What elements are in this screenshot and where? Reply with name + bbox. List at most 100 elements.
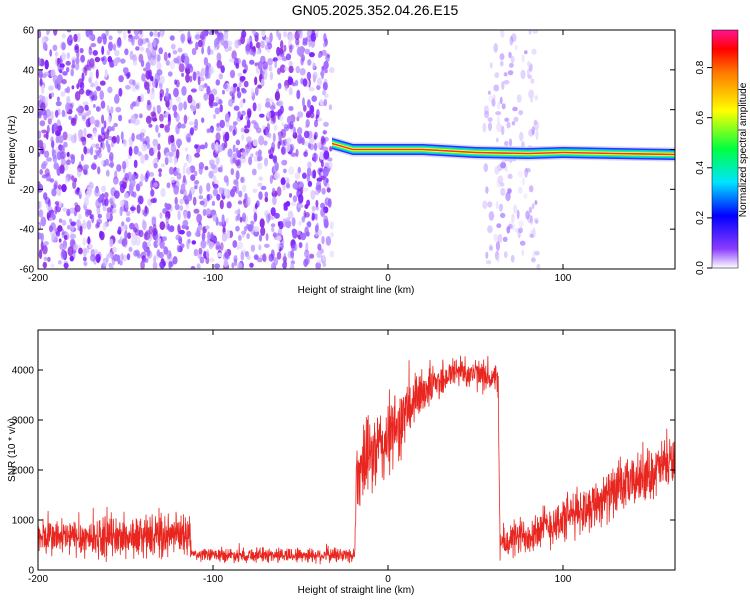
spectrogram-noise-speck <box>255 151 259 157</box>
spectrogram-noise-speck <box>296 116 300 122</box>
spectrogram-noise-speck <box>269 71 274 81</box>
colorbar-tick-label: 0.0 <box>695 261 706 275</box>
spectrogram-noise-speck <box>146 248 151 257</box>
spectrogram-noise-speck <box>506 121 511 129</box>
spectrogram-noise-speck <box>104 69 108 78</box>
spectrogram-noise-speck <box>533 119 538 126</box>
spectrogram-noise-speck <box>174 203 180 211</box>
spectrogram-noise-speck <box>106 49 111 56</box>
spectrogram-noise-speck <box>264 191 269 198</box>
spectrogram-noise-speck <box>290 201 297 207</box>
spectrogram-noise-speck <box>69 153 75 160</box>
spectrogram-noise-speck <box>211 164 217 170</box>
spectrogram-noise-speck <box>278 47 284 55</box>
spectrogram-noise-speck <box>119 199 125 207</box>
spectrogram-noise-speck <box>308 142 312 149</box>
spectrogram-noise-speck <box>175 96 181 103</box>
spectrogram-noise-speck <box>215 96 220 103</box>
spectrogram-noise-speck <box>324 68 328 74</box>
spectrogram-noise-speck <box>264 36 271 44</box>
spectrogram-noise-speck <box>267 58 273 66</box>
colorbar-tick-label: 0.8 <box>695 60 706 74</box>
spectrogram-noise-speck <box>316 177 323 183</box>
spectrogram-noise-speck <box>136 204 141 214</box>
spectrogram-noise-speck <box>100 57 105 62</box>
snr-series <box>38 355 675 565</box>
spectrogram-noise-speck <box>279 64 286 73</box>
spectrogram-noise-speck <box>316 251 323 259</box>
spectrogram-noise-speck <box>498 203 503 212</box>
spectrogram-noise-speck <box>176 244 181 253</box>
spectrogram-noise-speck <box>74 189 79 195</box>
spectrogram-noise-speck <box>156 62 162 71</box>
spectrogram-noise-speck <box>271 262 276 269</box>
spectrogram-noise-speck <box>169 134 175 144</box>
spectrogram-noise-speck <box>536 263 541 269</box>
spectrogram-noise-speck <box>204 142 208 149</box>
spectrogram-noise-speck <box>89 58 95 68</box>
spectrogram-noise-speck <box>139 46 145 52</box>
spectrogram-noise-speck <box>132 79 136 86</box>
spectrogram-noise-speck <box>240 176 244 183</box>
spectrogram-noise-speck <box>300 232 307 241</box>
spectrogram-noise-speck <box>487 225 493 234</box>
spectrogram-noise-speck <box>237 72 243 77</box>
spectrogram-noise-speck <box>283 44 287 52</box>
spectrogram-noise-speck <box>73 243 78 251</box>
spectrogram-noise-speck <box>207 231 211 241</box>
spectrogram-noise-speck <box>223 30 229 33</box>
spectrogram-noise-speck <box>48 217 53 222</box>
spectrogram-noise-speck <box>274 172 281 180</box>
spectrogram-noise-speck <box>298 242 303 249</box>
spectrogram-noise-speck <box>200 239 207 249</box>
spectrogram-noise-speck <box>113 58 119 67</box>
spectrogram-noise-speck <box>215 156 220 165</box>
spectrogram-noise-speck <box>153 39 157 48</box>
spectrogram-noise-speck <box>263 140 268 146</box>
spectrogram-noise-speck <box>269 105 276 110</box>
spectrogram-noise-speck <box>65 177 68 185</box>
spectrogram-noise-speck <box>531 203 535 210</box>
spectrogram-noise-speck <box>306 71 312 80</box>
spectrogram-noise-speck <box>217 34 221 42</box>
spectrogram-noise-speck <box>202 84 207 89</box>
spectrogram-noise-speck <box>244 128 250 134</box>
spectrogram-noise-speck <box>535 130 539 140</box>
spectrogram-noise-speck <box>91 94 95 101</box>
spectrogram-noise-speck <box>212 175 217 183</box>
spectrogram-noise-speck <box>530 96 534 103</box>
spectrogram-x-ticks: -200 -100 0 100 <box>28 30 572 284</box>
spectrogram-noise-speck <box>59 243 64 250</box>
spectrogram-noise-speck <box>226 229 230 240</box>
spectrogram-noise-speck <box>164 156 169 166</box>
spectrogram-noise-speck <box>257 84 263 89</box>
spectrogram-noise-speck <box>298 221 302 226</box>
spectrogram-noise-speck <box>205 208 212 217</box>
spectrogram-noise-speck <box>272 232 277 238</box>
spectrogram-noise-speck <box>241 133 245 141</box>
spectrogram-noise-speck <box>49 49 53 57</box>
spectrogram-noise-speck <box>514 44 518 51</box>
spectrogram-noise-speck <box>186 193 193 202</box>
spectrogram-noise-speck <box>115 106 122 113</box>
spectrogram-noise-speck <box>532 227 536 237</box>
spectrogram-noise-speck <box>40 102 46 112</box>
spectrogram-noise-speck <box>317 117 322 122</box>
spectrogram-noise-speck <box>61 109 66 118</box>
spectrogram-noise-speck <box>71 85 75 90</box>
spectrogram-noise-speck <box>218 73 223 80</box>
spectrogram-noise-speck <box>83 256 87 262</box>
spectrogram-x-tick-label: 0 <box>385 273 391 284</box>
spectrogram-noise-speck <box>291 217 296 227</box>
spectrogram-noise-speck <box>501 125 505 136</box>
spectrogram-noise-speck <box>495 111 502 116</box>
spectrogram-noise-speck <box>209 159 215 166</box>
spectrogram-noise-speck <box>280 40 284 50</box>
spectrogram-noise-speck <box>269 32 273 43</box>
spectrogram-noise-speck <box>502 236 508 242</box>
spectrogram-signal-trace <box>332 136 675 162</box>
spectrogram-noise-speck <box>300 56 304 66</box>
spectrogram-noise-speck <box>137 151 142 157</box>
spectrogram-noise-speck <box>303 151 308 158</box>
spectrogram-noise-speck <box>499 182 505 187</box>
